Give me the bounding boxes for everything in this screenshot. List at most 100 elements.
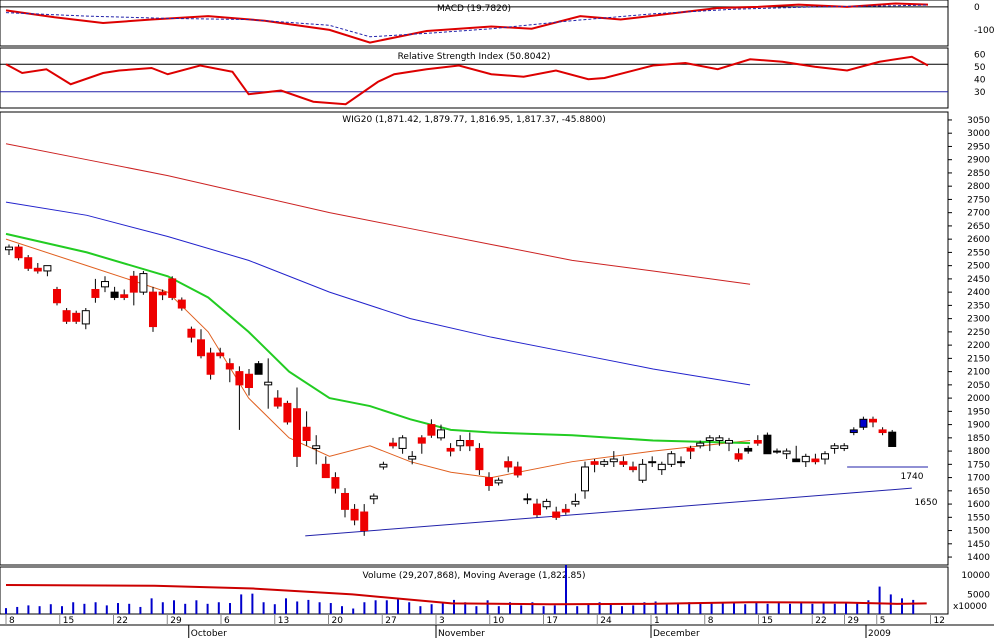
x-day-label-0: 8	[9, 616, 15, 626]
candle-body-31	[302, 426, 311, 441]
wig20-tick-30: 1550	[967, 513, 990, 523]
macd-tick-1: -100	[974, 26, 994, 36]
candle-body-91	[878, 429, 887, 434]
candle-body-59	[571, 500, 580, 505]
x-day-label-1: 15	[63, 616, 74, 626]
candle-body-37	[360, 511, 369, 532]
wig20-tick-29: 1600	[967, 500, 990, 510]
candle-body-16	[158, 291, 167, 296]
candle-body-65	[629, 466, 637, 471]
x-day-label-15: 22	[815, 616, 826, 626]
candle-body-55	[533, 503, 541, 516]
macd-tick-0: 0	[974, 3, 980, 13]
candle-body-77	[744, 447, 753, 452]
x-month-label-1: November	[438, 629, 485, 638]
wig20-tick-18: 2150	[967, 354, 990, 364]
wig20-tick-3: 2900	[967, 156, 990, 166]
candle-body-0	[5, 246, 13, 251]
wig20-tick-2: 2950	[967, 142, 990, 152]
candle-body-64	[619, 461, 628, 465]
candle-body-33	[321, 463, 330, 479]
candle-body-46	[446, 447, 455, 452]
candle-body-70	[677, 461, 685, 464]
candle-body-30	[293, 408, 301, 457]
candle-body-45	[437, 429, 445, 439]
wig20-tick-5: 2800	[967, 182, 990, 192]
candle-body-81	[782, 450, 791, 455]
candle-body-17	[168, 278, 177, 298]
candle-body-48	[465, 439, 474, 447]
x-day-label-2: 22	[117, 616, 128, 626]
volume-tick-0: 10000	[961, 571, 990, 581]
candle-body-52	[504, 461, 513, 468]
candle-body-89	[859, 418, 868, 428]
candle-body-60	[581, 466, 589, 492]
rsi-tick-0: 60	[974, 50, 986, 60]
candle-body-4	[43, 265, 52, 272]
candle-body-80	[773, 450, 781, 453]
wig20-tick-19: 2100	[967, 368, 990, 378]
candle-body-57	[552, 511, 561, 518]
x-day-label-3: 29	[170, 616, 182, 626]
wig20-tick-9: 2600	[967, 235, 990, 245]
wig20-tick-6: 2750	[967, 195, 990, 205]
wig20-tick-14: 2350	[967, 301, 990, 311]
candle-body-34	[331, 477, 340, 489]
wig20-title: WIG20 (1,871.42, 1,879.77, 1,816.95, 1,8…	[342, 115, 606, 125]
wig20-tick-16: 2250	[967, 328, 990, 338]
candle-body-35	[341, 492, 349, 510]
wig20-tick-1: 3000	[967, 129, 990, 139]
candle-body-51	[494, 479, 503, 484]
candle-body-39	[379, 463, 388, 468]
x-month-label-2: December	[653, 629, 700, 638]
candle-body-13	[129, 275, 138, 293]
candle-body-72	[696, 442, 705, 447]
wig20-tick-23: 1900	[967, 421, 990, 431]
x-day-label-11: 24	[600, 616, 612, 626]
candle-body-20	[197, 339, 205, 357]
wig20-tick-22: 1950	[967, 407, 990, 417]
candle-body-14	[139, 273, 148, 293]
candle-body-19	[187, 328, 196, 338]
candle-body-24	[235, 371, 244, 386]
candle-body-18	[177, 299, 186, 309]
candle-body-7	[72, 312, 81, 322]
macd-series-1	[5, 4, 929, 38]
candle-body-83	[801, 455, 810, 463]
x-day-label-8: 3	[439, 616, 445, 626]
x-month-label-3: 2009	[868, 629, 891, 638]
wig20-tick-33: 1400	[967, 553, 990, 563]
wig20-tick-10: 2550	[967, 248, 990, 258]
candle-body-8	[81, 310, 90, 325]
wig20-tick-27: 1700	[967, 474, 990, 484]
rsi-tick-3: 30	[974, 88, 986, 98]
wig20-annotation-0: 1740	[901, 472, 924, 482]
candle-body-32	[312, 445, 321, 449]
wig20-tick-8: 2650	[967, 222, 990, 232]
candle-body-38	[369, 495, 378, 500]
x-month-label-0: October	[191, 629, 227, 638]
candle-body-74	[715, 437, 724, 441]
rsi-tick-1: 50	[974, 63, 986, 73]
candle-body-36	[350, 508, 359, 521]
candle-body-10	[101, 281, 109, 288]
candle-body-87	[840, 445, 849, 449]
candle-body-54	[523, 498, 532, 501]
candle-body-71	[686, 447, 695, 452]
volume-unit: x10000	[953, 602, 987, 612]
wig20-tick-13: 2400	[967, 288, 990, 298]
wig20-tick-7: 2700	[967, 209, 990, 219]
x-day-label-17: 5	[880, 616, 886, 626]
candle-body-50	[485, 477, 493, 487]
candle-body-63	[609, 458, 618, 463]
wig20-ma-3	[5, 143, 751, 285]
wig20-trendline-0	[305, 487, 912, 537]
volume-ma-line	[5, 584, 927, 606]
candle-body-3	[33, 267, 42, 272]
x-day-label-4: 6	[224, 616, 230, 626]
candle-body-68	[657, 463, 666, 471]
x-day-label-14: 15	[762, 616, 773, 626]
candle-body-88	[849, 429, 858, 434]
candle-body-84	[811, 458, 820, 463]
